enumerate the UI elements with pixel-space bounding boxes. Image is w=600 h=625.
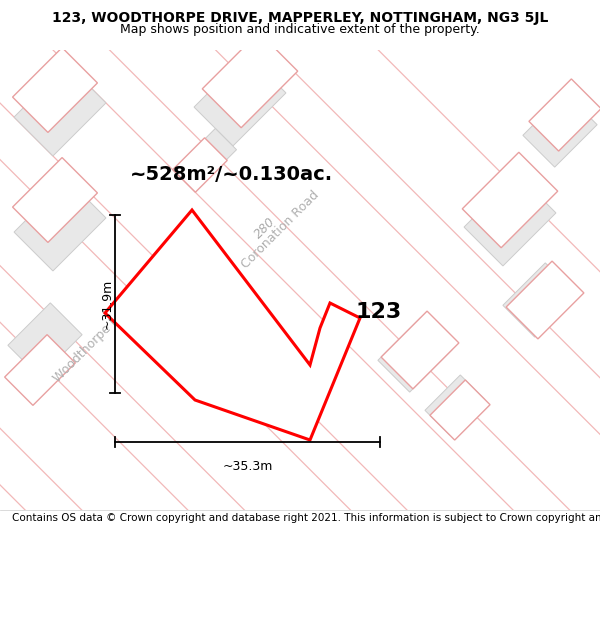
Polygon shape xyxy=(523,93,597,167)
Polygon shape xyxy=(503,263,577,337)
Polygon shape xyxy=(184,129,236,181)
Polygon shape xyxy=(0,0,480,625)
Text: 123: 123 xyxy=(355,302,401,322)
Polygon shape xyxy=(464,174,556,266)
Polygon shape xyxy=(0,0,600,449)
Polygon shape xyxy=(0,0,317,625)
Text: 280: 280 xyxy=(252,215,278,241)
Polygon shape xyxy=(0,0,398,625)
Polygon shape xyxy=(430,380,490,440)
Polygon shape xyxy=(0,0,561,611)
Text: ~528m²/~0.130ac.: ~528m²/~0.130ac. xyxy=(130,166,333,184)
Polygon shape xyxy=(105,210,360,440)
Polygon shape xyxy=(13,158,97,242)
Text: ~31.9m: ~31.9m xyxy=(101,279,113,329)
Polygon shape xyxy=(378,318,452,392)
Polygon shape xyxy=(194,54,286,146)
Polygon shape xyxy=(0,0,236,625)
Polygon shape xyxy=(0,0,155,625)
Polygon shape xyxy=(202,32,298,128)
Text: 123, WOODTHORPE DRIVE, MAPPERLEY, NOTTINGHAM, NG3 5JL: 123, WOODTHORPE DRIVE, MAPPERLEY, NOTTIN… xyxy=(52,11,548,25)
Polygon shape xyxy=(529,79,600,151)
Polygon shape xyxy=(425,375,485,435)
Polygon shape xyxy=(173,138,227,192)
Polygon shape xyxy=(462,152,558,248)
Text: Contains OS data © Crown copyright and database right 2021. This information is : Contains OS data © Crown copyright and d… xyxy=(12,514,600,524)
Polygon shape xyxy=(381,311,459,389)
Polygon shape xyxy=(0,0,600,530)
Text: Woodthorpe Drive: Woodthorpe Drive xyxy=(50,296,140,384)
Text: Map shows position and indicative extent of the property.: Map shows position and indicative extent… xyxy=(120,23,480,36)
Polygon shape xyxy=(14,64,106,156)
Polygon shape xyxy=(8,303,82,377)
Polygon shape xyxy=(14,179,106,271)
Text: ~35.3m: ~35.3m xyxy=(223,460,272,473)
Polygon shape xyxy=(5,334,76,406)
Polygon shape xyxy=(506,261,584,339)
Polygon shape xyxy=(0,0,73,625)
Polygon shape xyxy=(13,48,97,132)
Text: Coronation Road: Coronation Road xyxy=(239,189,322,271)
